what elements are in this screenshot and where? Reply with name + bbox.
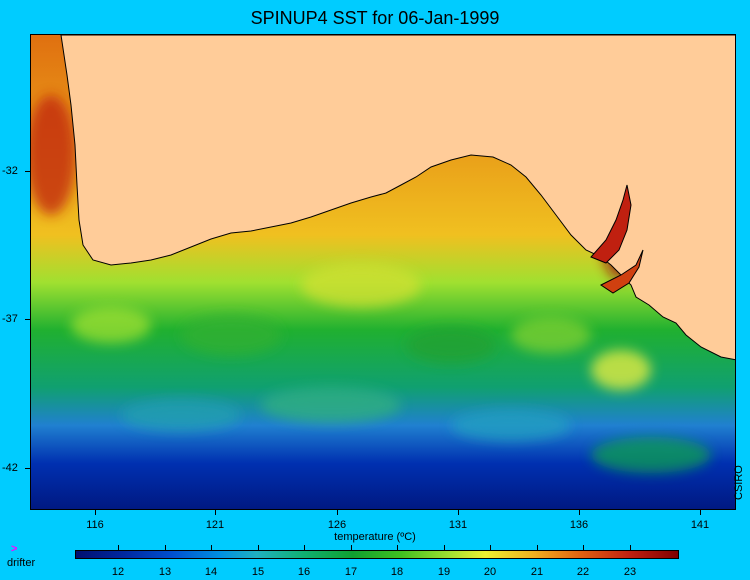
lat-tick	[25, 319, 30, 320]
colorbar-tick-label: 23	[623, 566, 637, 578]
colorbar-tick	[304, 545, 305, 550]
lat-tick-label: -42	[2, 462, 18, 474]
colorbar-tick	[165, 545, 166, 550]
lon-tick-label: 131	[448, 519, 468, 531]
colorbar-tick	[583, 545, 584, 550]
lon-tick	[458, 510, 459, 515]
lon-tick	[95, 510, 96, 515]
lat-tick-label: -32	[2, 165, 18, 177]
colorbar-tick-label: 18	[390, 566, 404, 578]
lat-tick-label: -37	[2, 313, 18, 325]
colorbar-tick-label: 19	[437, 566, 451, 578]
colorbar-tick	[397, 545, 398, 550]
lon-tick	[579, 510, 580, 515]
colorbar-tick	[444, 545, 445, 550]
lon-tick	[700, 510, 701, 515]
drifter-label: drifter	[7, 557, 36, 569]
lon-tick-label: 116	[86, 519, 104, 531]
lon-tick-label: 141	[690, 519, 710, 531]
colorbar-tick	[118, 545, 119, 550]
colorbar-tick-label: 14	[204, 566, 218, 578]
gulf	[600, 249, 644, 294]
colorbar-tick-label: 22	[576, 566, 590, 578]
colorbar-tick	[630, 545, 631, 550]
colorbar-tick	[351, 545, 352, 550]
lon-tick	[215, 510, 216, 515]
colorbar-tick	[258, 545, 259, 550]
colorbar-tick	[211, 545, 212, 550]
lon-tick-label: 121	[205, 519, 225, 531]
colorbar-tick-label: 13	[158, 566, 172, 578]
colorbar-tick-label: 15	[251, 566, 265, 578]
colorbar-tick	[490, 545, 491, 550]
peninsula	[590, 184, 632, 264]
colorbar-tick-label: 20	[483, 566, 497, 578]
drifter-marker-icon: >	[11, 543, 18, 555]
colorbar-tick	[537, 545, 538, 550]
colorbar	[75, 550, 679, 559]
colorbar-tick-label: 17	[344, 566, 358, 578]
lon-tick-label: 126	[327, 519, 347, 531]
colorbar-tick-label: 12	[111, 566, 125, 578]
colorbar-tick-label: 16	[297, 566, 311, 578]
lat-tick	[25, 171, 30, 172]
sst-map	[30, 34, 736, 510]
credit-label: CSIRO	[733, 465, 745, 500]
lat-tick	[25, 468, 30, 469]
sst-field	[31, 35, 735, 509]
colorbar-tick-label: 21	[530, 566, 544, 578]
map-title: SPINUP4 SST for 06-Jan-1999	[250, 8, 500, 28]
land	[60, 35, 735, 361]
lon-tick	[337, 510, 338, 515]
lon-tick-label: 136	[569, 519, 589, 531]
legend-title: temperature (ºC)	[334, 531, 416, 543]
